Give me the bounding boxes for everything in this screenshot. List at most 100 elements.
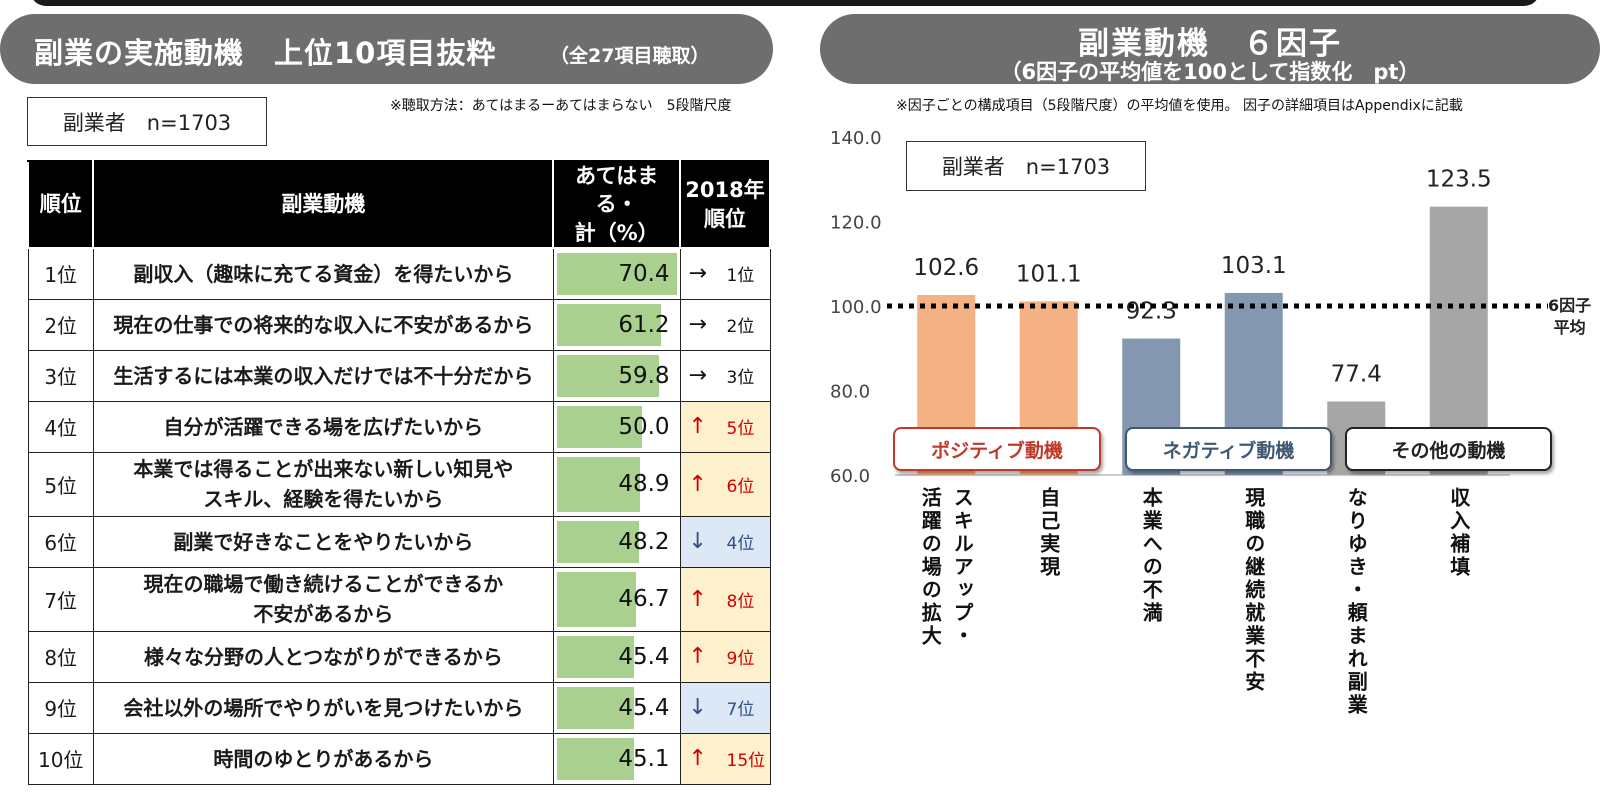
right-method-note: ※因子ごとの構成項目（5段階尺度）の平均値を使用。 因子の詳細項目はAppend… — [896, 98, 1463, 114]
prev-rank-value: 2位 — [726, 317, 755, 338]
motive-line: 生活するには本業の収入だけでは不十分だから — [113, 363, 534, 388]
prev-rank-value: 4位 — [726, 534, 755, 555]
motive-line: 時間のゆとりがあるから — [213, 746, 434, 771]
row-motive: 現在の仕事での将来的な収入に不安があるから — [92, 298, 554, 351]
row-prev-rank: → 2位 — [679, 298, 771, 351]
category-label: 現職の継続就業不安 — [1241, 487, 1266, 694]
pct-bar — [556, 456, 641, 512]
row-prev-rank: → 1位 — [679, 247, 771, 300]
pct-bar — [556, 571, 637, 627]
row-motive: 副収入（趣味に充てる資金）を得たいから — [92, 247, 554, 300]
motive-line: 自分が活躍できる場を広げたいから — [163, 414, 484, 439]
motive-line: 現在の職場で働き続けることができるか — [143, 572, 504, 597]
left-title-sub: （全27項目聴取） — [550, 45, 710, 67]
table-row: 6位 副業で好きなことをやりたいから 48.2 ↓ 4位 — [27, 515, 771, 568]
row-motive: 副業で好きなことをやりたいから — [92, 515, 554, 568]
row-pct-cell: 48.9 — [552, 451, 681, 517]
row-prev-rank: ↑ 8位 — [679, 566, 771, 632]
prev-rank-value: 6位 — [726, 476, 755, 497]
trend-arrow-icon: ↑ — [688, 414, 707, 440]
table-row: 7位 現在の職場で働き続けることができるか 不安があるから 46.7 ↑ 8位 — [27, 566, 771, 632]
category-label: 収入補填 — [1446, 487, 1471, 579]
prev-rank-value: 7位 — [726, 700, 755, 721]
trend-arrow-icon: → — [688, 363, 707, 389]
row-pct-cell: 48.2 — [552, 515, 681, 568]
prev-rank-value: 15位 — [726, 751, 766, 772]
table-row: 2位 現在の仕事での将来的な収入に不安があるから 61.2 → 2位 — [27, 298, 771, 351]
pct-value: 45.4 — [618, 694, 670, 721]
right-title-sub: （6因子の平均値を100として指数化 pt） — [1000, 60, 1420, 84]
header-prev-rank: 2018年 順位 — [679, 159, 771, 250]
row-motive: 時間のゆとりがあるから — [92, 732, 554, 785]
left-title: 副業の実施動機 上位10項目抜粋 — [34, 36, 497, 70]
motive-line: 様々な分野の人とつながりができるから — [143, 644, 503, 669]
row-motive: 会社以外の場所でやりがいを見つけたいから — [92, 681, 554, 734]
data-label: 101.1 — [1016, 261, 1082, 287]
y-tick-label: 60.0 — [830, 466, 870, 487]
pct-value: 48.9 — [618, 471, 670, 498]
row-prev-rank: ↑ 5位 — [679, 400, 771, 453]
header-rank: 順位 — [26, 159, 95, 250]
motive-line: 副業で好きなことをやりたいから — [173, 529, 474, 554]
row-pct-cell: 61.2 — [552, 298, 681, 351]
pct-bar — [556, 520, 639, 563]
row-motive: 本業では得ることが出来ない新しい知見や スキル、経験を得たいから — [92, 451, 554, 517]
row-motive: 自分が活躍できる場を広げたいから — [92, 400, 554, 453]
pct-value: 48.2 — [618, 528, 670, 555]
pct-bar — [556, 253, 677, 295]
row-rank: 8位 — [27, 630, 94, 683]
group-label-positive: ポジティブ動機 — [893, 427, 1101, 471]
table-row: 8位 様々な分野の人とつながりができるから 45.4 ↑ 9位 — [27, 630, 771, 683]
header-pct: あてはまる・ 計（%） — [552, 159, 682, 250]
prev-rank-value: 8位 — [726, 591, 755, 612]
pct-value: 46.7 — [618, 586, 670, 613]
row-prev-rank: ↓ 7位 — [679, 681, 771, 734]
table-row: 4位 自分が活躍できる場を広げたいから 50.0 ↑ 5位 — [27, 400, 771, 453]
right-title: 副業動機 ６因子 — [1078, 26, 1342, 62]
motive-line: 本業では得ることが出来ない新しい知見や — [133, 457, 514, 482]
pct-bar — [556, 303, 662, 346]
row-motive: 現在の職場で働き続けることができるか 不安があるから — [92, 566, 554, 632]
pct-bar — [556, 686, 635, 729]
trend-arrow-icon: ↑ — [688, 586, 707, 612]
average-line-label: 6因子 平均 — [1548, 296, 1592, 337]
motive-line: 会社以外の場所でやりがいを見つけたいから — [123, 695, 524, 720]
row-prev-rank: → 3位 — [679, 349, 771, 402]
motive-line: スキル、経験を得たいから — [203, 487, 444, 512]
data-label: 77.4 — [1331, 361, 1382, 387]
row-rank: 7位 — [27, 566, 94, 632]
pct-bar — [556, 635, 635, 678]
table-row: 5位 本業では得ることが出来ない新しい知見や スキル、経験を得たいから 48.9 ↑ 6位 — [27, 451, 771, 517]
data-label: 103.1 — [1221, 253, 1287, 279]
prev-rank-value: 3位 — [726, 368, 755, 389]
right-sample-size-box: 副業者 n=1703 — [906, 141, 1146, 191]
row-pct-cell: 45.4 — [552, 681, 681, 734]
data-label: 92.3 — [1126, 299, 1177, 325]
group-label-other: その他の動機 — [1345, 427, 1552, 471]
row-prev-rank: ↑ 15位 — [679, 732, 771, 785]
table-row: 1位 副収入（趣味に充てる資金）を得たいから 70.4 → 1位 — [27, 247, 771, 300]
category-label: スキルアップ・ — [950, 487, 975, 648]
left-sample-size-box: 副業者 n=1703 — [27, 97, 267, 146]
row-pct-cell: 50.0 — [552, 400, 681, 453]
category-label: 本業への不満 — [1139, 487, 1164, 625]
table-row: 10位 時間のゆとりがあるから 45.1 ↑ 15位 — [27, 732, 771, 785]
left-method-note: ※聴取方法：あてはまるーあてはまらない 5段階尺度 — [390, 98, 732, 114]
row-motive: 生活するには本業の収入だけでは不十分だから — [92, 349, 554, 402]
row-rank: 1位 — [27, 247, 94, 300]
pct-value: 45.1 — [618, 745, 670, 772]
pct-value: 50.0 — [618, 413, 670, 440]
category-label: なりゆき・頼まれ副業 — [1344, 487, 1369, 717]
motive-line: 副収入（趣味に充てる資金）を得たいから — [133, 261, 514, 286]
header-motive: 副業動機 — [92, 159, 555, 250]
row-motive: 様々な分野の人とつながりができるから — [92, 630, 554, 683]
row-rank: 10位 — [27, 732, 94, 785]
motive-line: 不安があるから — [253, 602, 394, 627]
trend-arrow-icon: ↑ — [688, 644, 707, 670]
trend-arrow-icon: ↑ — [688, 471, 707, 497]
data-label: 102.6 — [913, 255, 979, 281]
row-prev-rank: ↓ 4位 — [679, 515, 771, 568]
motive-ranking-table: 順位 副業動機 あてはまる・ 計（%） 2018年 順位 1位 副収入（趣味に充てる資… — [26, 159, 771, 785]
row-rank: 5位 — [27, 451, 94, 517]
pct-value: 61.2 — [618, 311, 670, 338]
